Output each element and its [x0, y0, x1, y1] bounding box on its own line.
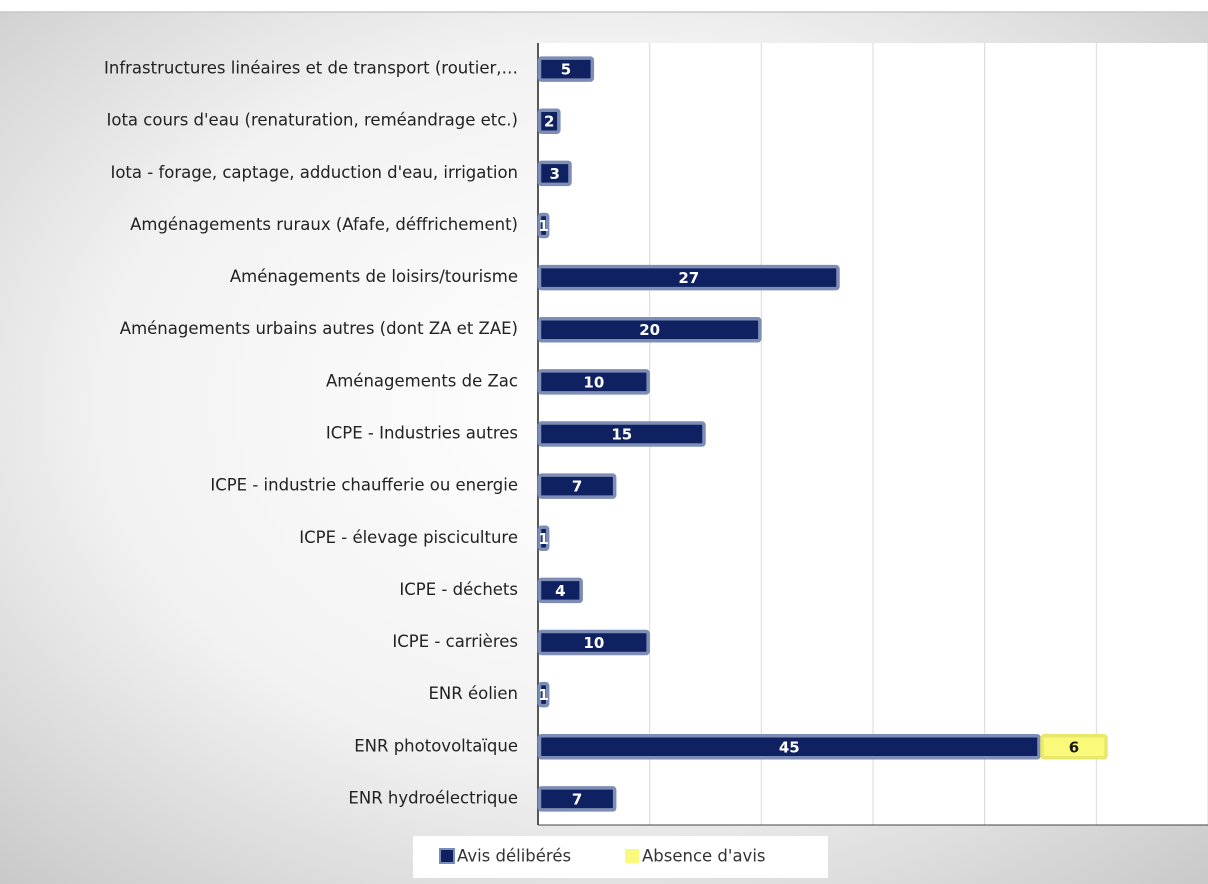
category-label: ICPE - industrie chaufferie ou energie — [210, 476, 518, 495]
bar — [537, 264, 840, 291]
value-label: 27 — [678, 269, 699, 287]
value-label: 20 — [639, 321, 660, 339]
value-label: 10 — [583, 373, 604, 391]
value-label: 2 — [544, 113, 554, 131]
value-label: 10 — [583, 634, 604, 652]
bar — [537, 212, 550, 239]
bar — [537, 160, 572, 187]
category-label: ENR éolien — [428, 684, 518, 703]
category-label: ICPE - élevage pisciculture — [299, 528, 518, 547]
legend-swatch — [625, 849, 639, 863]
value-label: 7 — [572, 478, 582, 496]
legend: Avis délibérés Absence d'avis — [413, 836, 828, 878]
value-label: 15 — [611, 426, 632, 444]
value-label: 6 — [1069, 738, 1079, 756]
category-label: ICPE - déchets — [399, 580, 518, 599]
bar — [537, 473, 617, 499]
category-label: Infrastructures linéaires et de transpor… — [104, 59, 518, 78]
value-label: 1 — [538, 530, 548, 548]
value-label: 7 — [572, 790, 582, 808]
value-label: 1 — [538, 217, 548, 235]
bar — [537, 629, 650, 656]
category-label: ICPE - carrières — [392, 632, 518, 651]
legend-label: Absence d'avis — [642, 847, 766, 866]
bar — [537, 786, 617, 812]
category-label: Aménagements urbains autres (dont ZA et … — [120, 319, 518, 338]
category-label: Aménagements de Zac — [326, 371, 518, 390]
bar — [537, 316, 762, 343]
category-label: Iota cours d'eau (renaturation, reméandr… — [107, 111, 519, 130]
value-label: 3 — [550, 165, 560, 183]
bar — [537, 108, 561, 134]
bar — [537, 56, 595, 82]
bar — [537, 681, 550, 708]
bar — [1040, 734, 1108, 760]
bars: Infrastructures linéaires et de transpor… — [104, 56, 1108, 812]
category-label: ENR photovoltaïque — [354, 736, 518, 755]
bar — [537, 525, 550, 552]
legend-label: Avis délibérés — [457, 847, 571, 866]
bar — [537, 421, 706, 447]
value-label: 1 — [538, 686, 548, 704]
bar — [537, 734, 1041, 760]
category-label: Aménagements de loisirs/tourisme — [230, 267, 518, 286]
category-label: Amgénagements ruraux (Afafe, déffricheme… — [130, 215, 518, 234]
category-label: ENR hydroélectrique — [348, 788, 518, 807]
value-label: 5 — [561, 61, 571, 79]
bar — [537, 369, 650, 395]
category-label: ICPE - Industries autres — [326, 424, 518, 443]
bar — [537, 577, 583, 604]
legend-swatch — [439, 848, 455, 864]
legend-box — [413, 836, 828, 878]
category-label: Iota - forage, captage, adduction d'eau,… — [110, 163, 518, 182]
value-label: 4 — [555, 582, 565, 600]
value-label: 45 — [779, 738, 800, 756]
